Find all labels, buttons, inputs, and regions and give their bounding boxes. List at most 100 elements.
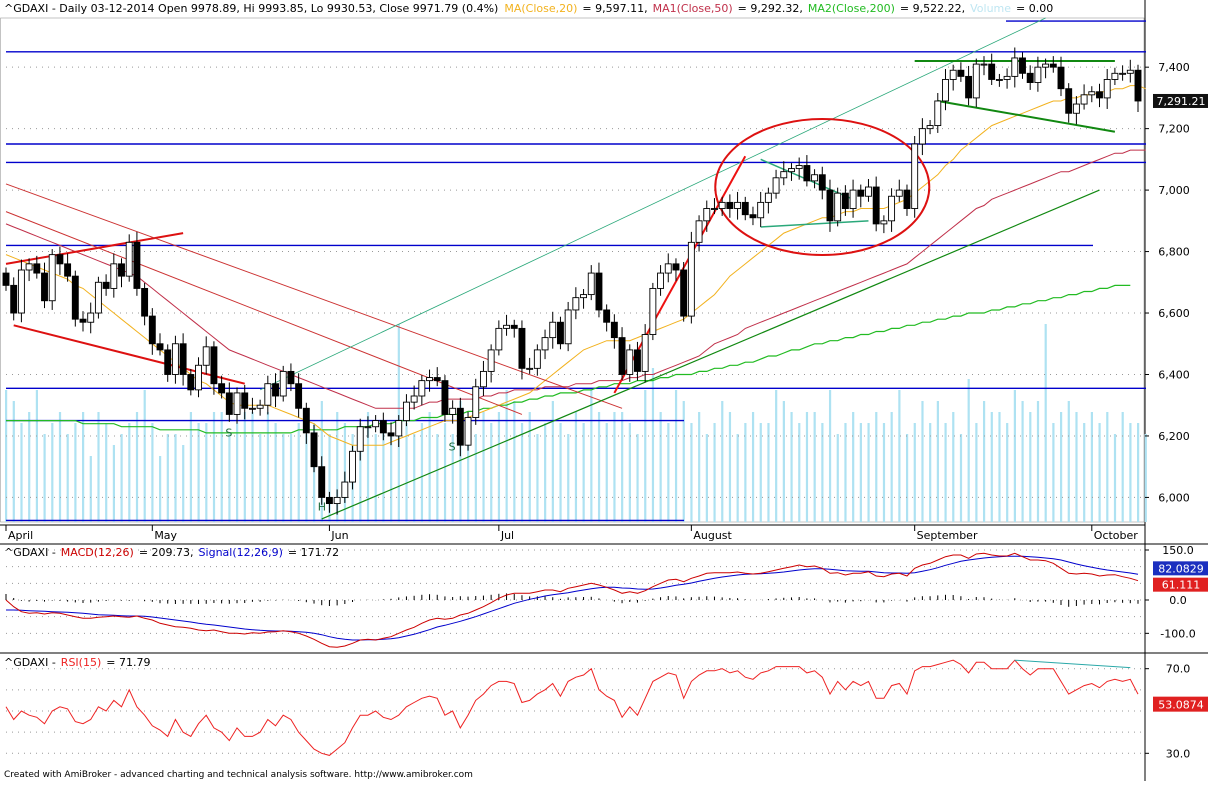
candle-up	[1103, 79, 1111, 99]
candle-up	[664, 263, 672, 274]
volume-bar	[721, 401, 724, 522]
candle-up	[233, 392, 241, 415]
volume-bar	[1006, 423, 1009, 522]
candle-down	[634, 349, 641, 372]
candle-up	[372, 420, 380, 428]
candle-down	[965, 75, 973, 99]
rsi-panel: ^GDAXI - RSI(15) = 71.79 70.0 30.0 53.0874	[4, 656, 1208, 760]
price-tick-label: 6,200	[1158, 430, 1190, 443]
candle-down	[818, 174, 826, 191]
volume-bar	[289, 434, 293, 522]
volume-bar	[443, 423, 447, 522]
candle-up	[626, 349, 634, 375]
candle-up	[564, 309, 572, 345]
candle-down	[295, 383, 303, 409]
volume-bar	[890, 412, 893, 522]
volume-bar	[151, 423, 154, 522]
volume-bar	[1098, 423, 1101, 522]
price-tick-label: 7,000	[1158, 184, 1190, 197]
volume-bar	[1021, 401, 1024, 522]
volume-bar	[135, 412, 139, 522]
candle-down	[218, 383, 226, 394]
candle-down	[102, 281, 110, 289]
volume-bar	[921, 401, 924, 522]
candle-up	[772, 177, 780, 194]
volume-bar	[1121, 412, 1124, 522]
macd-value-label: 61.111	[1162, 579, 1201, 592]
volume-bar	[359, 423, 362, 522]
volume-bar	[259, 434, 262, 522]
candle-up	[942, 79, 949, 102]
price-header-text: ^GDAXI - Daily 03-12-2014 Open 9978.89, …	[4, 2, 498, 15]
candle-up	[526, 367, 534, 370]
macd-panel: ^GDAXI - MACD(12,26) = 209.73, Signal(12,2…	[0, 544, 1208, 654]
volume-bar	[621, 412, 624, 522]
candle-down	[556, 321, 564, 345]
volume-bar	[1013, 390, 1016, 522]
candle-down	[1065, 88, 1073, 114]
volume-bar	[74, 423, 77, 522]
candle-down	[148, 315, 156, 345]
volume-bar	[1113, 434, 1117, 522]
candle-down	[225, 392, 233, 415]
price-tick-label: 6,000	[1158, 491, 1190, 504]
candle-up	[541, 337, 549, 351]
time-tick-label: August	[693, 529, 732, 542]
signal-legend: Signal(12,26,9)	[199, 546, 283, 559]
candle-down	[10, 284, 18, 314]
candle-down	[841, 192, 849, 209]
candle-up	[657, 272, 665, 289]
volume-bar	[497, 412, 501, 522]
candle-up	[533, 349, 541, 369]
rsi-line	[5, 659, 1139, 756]
candle-up	[202, 346, 210, 366]
volume-bar	[189, 412, 193, 522]
volume-bar	[867, 423, 870, 522]
candle-up	[48, 254, 56, 302]
volume-bar	[967, 379, 970, 522]
candle-down	[803, 165, 811, 182]
candle-up	[125, 241, 133, 277]
candle-down	[1096, 91, 1103, 99]
triangle-lower-line	[760, 220, 869, 228]
last-price-label: 7,291.21	[1157, 95, 1206, 108]
volume-bar	[644, 390, 647, 522]
candle-up	[934, 100, 942, 127]
volume-bar	[451, 434, 454, 522]
price-tick-label: 7,400	[1158, 61, 1190, 74]
volume-bar	[936, 401, 939, 522]
volume-bar	[682, 401, 685, 522]
uptrend-channel-line	[259, 17, 1046, 391]
volume-bar	[97, 412, 100, 522]
volume-bar	[1106, 412, 1109, 522]
volume-bar	[274, 423, 277, 522]
volume-bar	[112, 445, 116, 522]
volume-bar	[35, 390, 39, 522]
volume-bar	[559, 423, 562, 522]
candle-down	[133, 241, 141, 289]
volume-bar	[1044, 324, 1047, 522]
candle-up	[695, 220, 703, 243]
candle-up	[264, 383, 272, 406]
volume-bar	[536, 434, 539, 522]
volume-bar	[313, 423, 316, 522]
candle-up	[426, 377, 433, 382]
candle-up	[980, 63, 988, 66]
candle-up	[865, 186, 872, 197]
volume-bar	[636, 434, 639, 522]
rsi-tick-label: 30.0	[1166, 747, 1191, 760]
candle-down	[595, 272, 603, 311]
time-tick-label: October	[1094, 529, 1138, 542]
volume-bar	[1129, 423, 1132, 522]
volume-bar	[236, 423, 239, 522]
volume-bar	[305, 434, 308, 522]
candle-down	[1019, 57, 1026, 74]
volume-bar	[728, 412, 732, 522]
candle-down	[156, 343, 164, 351]
channel-upper-line	[5, 232, 184, 265]
candle-down	[310, 432, 318, 468]
rsi-legend: RSI(15)	[61, 656, 101, 669]
volume-bar	[651, 368, 655, 522]
volume-bar	[882, 423, 886, 522]
candle-up	[472, 386, 480, 418]
